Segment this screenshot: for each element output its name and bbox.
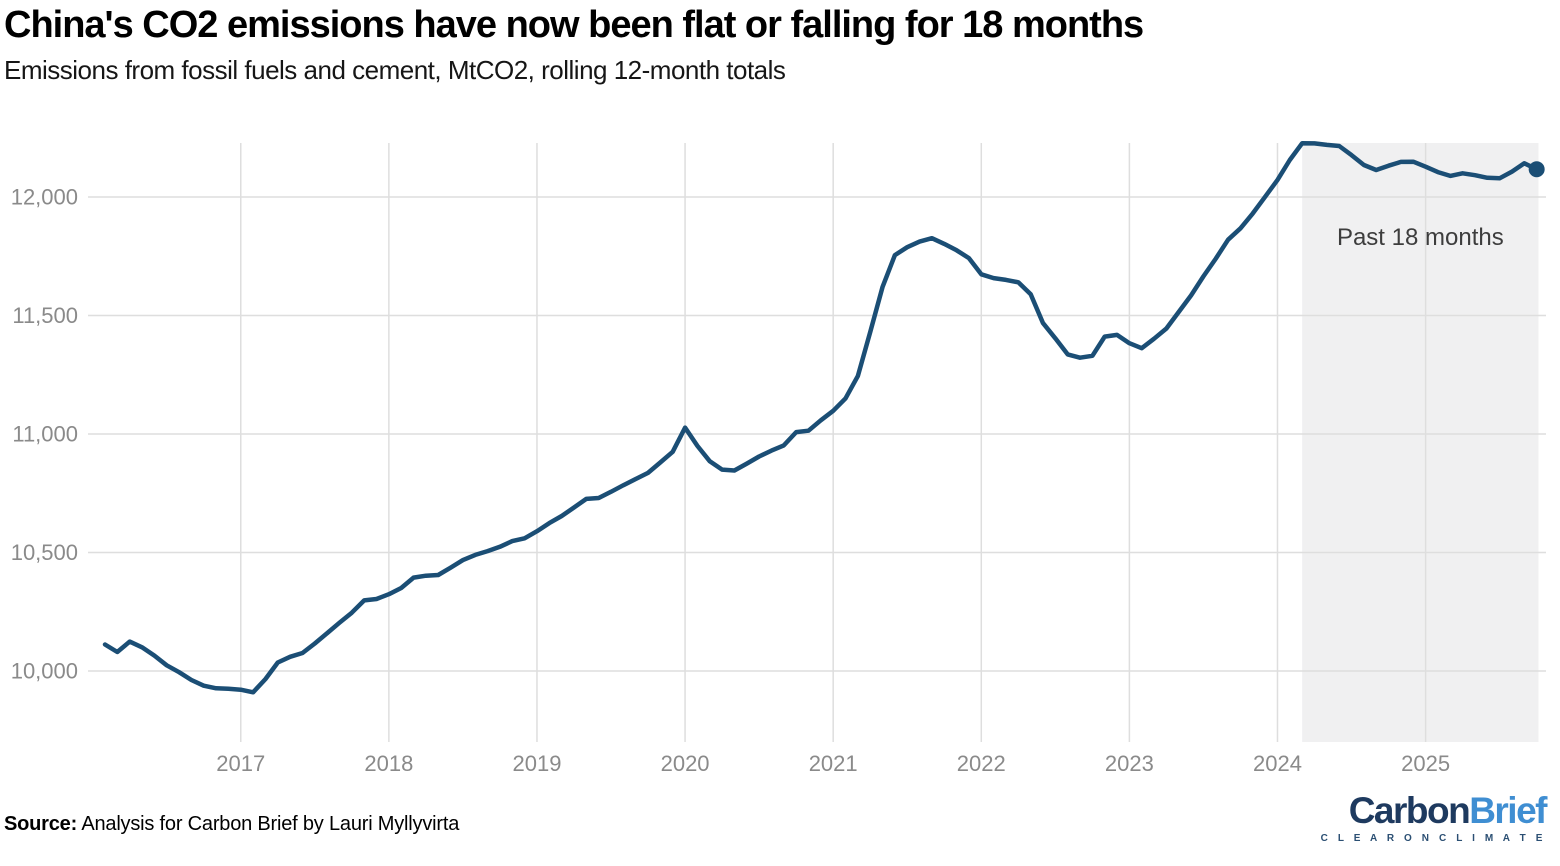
highlight-label: Past 18 months: [1337, 224, 1504, 251]
x-tick-label: 2025: [1401, 751, 1450, 776]
source-text: Analysis for Carbon Brief by Lauri Mylly…: [77, 813, 460, 835]
x-tick-label: 2017: [216, 751, 265, 776]
x-tick-label: 2019: [512, 751, 561, 776]
logo-carbon: Carbon: [1348, 790, 1471, 831]
y-tick-label: 11,500: [12, 303, 78, 328]
y-tick-label: 11,000: [12, 422, 78, 447]
x-tick-label: 2020: [661, 751, 710, 776]
chart-title: China's CO2 emissions have now been flat…: [4, 4, 1144, 46]
y-tick-label: 10,500: [11, 540, 78, 565]
x-tick-label: 2022: [957, 751, 1006, 776]
highlight-region: [1302, 143, 1539, 742]
x-tick-label: 2023: [1105, 751, 1154, 776]
carbonbrief-logo: CarbonBrief C L E A R O N C L I M A T E: [1320, 790, 1548, 844]
chart-subtitle: Emissions from fossil fuels and cement, …: [4, 54, 786, 85]
x-tick-label: 2018: [364, 751, 413, 776]
chart-header: China's CO2 emissions have now been flat…: [4, 4, 1560, 84]
source-note: Source: Analysis for Carbon Brief by Lau…: [4, 813, 459, 836]
logo-brief: Brief: [1469, 790, 1547, 831]
y-tick-label: 12,000: [11, 185, 78, 210]
x-tick-label: 2024: [1253, 751, 1302, 776]
logo-tagline: C L E A R O N C L I M A T E: [1320, 833, 1546, 844]
y-tick-label: 10,000: [11, 659, 78, 684]
emissions-line: [102, 140, 1539, 695]
carbonbrief-wordmark: CarbonBrief: [1321, 790, 1548, 831]
latest-point-dot: [1528, 161, 1545, 178]
source-label: Source:: [4, 813, 78, 835]
x-tick-label: 2021: [809, 751, 858, 776]
